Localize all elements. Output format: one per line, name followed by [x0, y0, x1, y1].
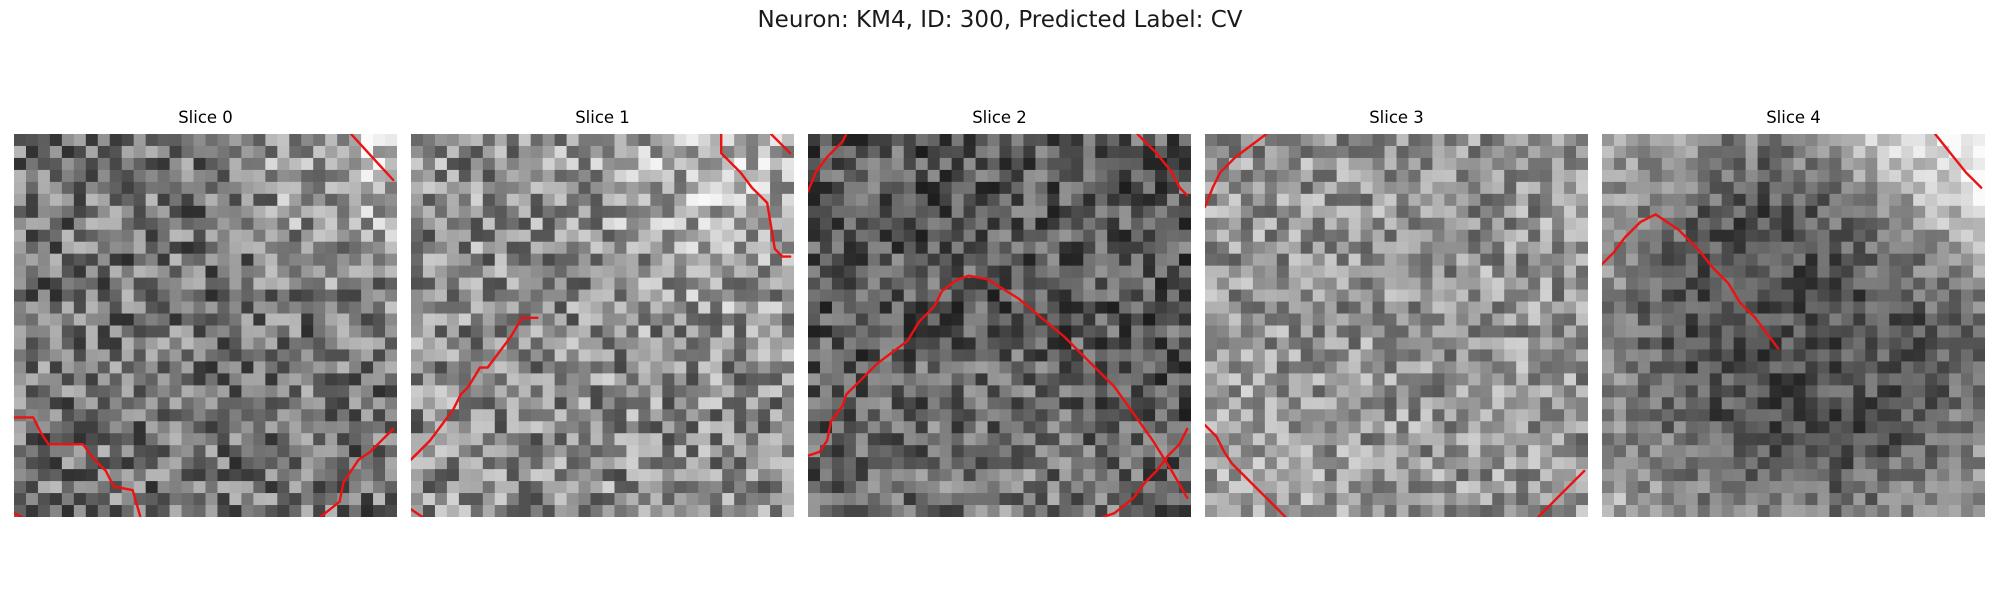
panel-title: Slice 0 — [178, 108, 233, 127]
contour-line — [14, 512, 23, 517]
contour-line — [720, 134, 792, 258]
panel-title: Slice 2 — [972, 108, 1027, 127]
panel-slice-4: Slice 4 — [1602, 108, 1985, 518]
contour-line — [1205, 134, 1268, 209]
panel-title: Slice 1 — [575, 108, 630, 127]
contour-line — [808, 134, 848, 193]
slice-2-image — [808, 134, 1191, 517]
contour-line — [1537, 469, 1586, 517]
contour-line — [808, 274, 1189, 499]
pixel-grid — [1205, 134, 1588, 517]
pixel-grid — [14, 134, 397, 517]
contour-line — [1101, 427, 1189, 517]
contour-line — [1136, 134, 1189, 197]
slice-0-image — [14, 134, 397, 517]
contour-line — [14, 416, 142, 517]
contour-line — [1602, 213, 1780, 350]
contour-line — [1205, 423, 1287, 517]
pixel-grid — [808, 134, 1191, 517]
contour-line — [411, 508, 424, 517]
panel-title: Slice 4 — [1766, 108, 1821, 127]
slice-3-image — [1205, 134, 1588, 517]
contour-line — [411, 316, 539, 461]
contour-line — [349, 134, 395, 182]
figure-title: Neuron: KM4, ID: 300, Predicted Label: C… — [757, 7, 1243, 33]
slice-1-image — [411, 134, 794, 517]
contour-line — [769, 134, 792, 155]
contour-line — [319, 427, 395, 517]
panel-title: Slice 3 — [1369, 108, 1424, 127]
panel-slice-0: Slice 0 — [14, 108, 397, 518]
panel-slice-3: Slice 3 — [1205, 108, 1588, 518]
panel-slice-1: Slice 1 — [411, 108, 794, 518]
pixel-grid — [411, 134, 794, 517]
pixel-grid — [1602, 134, 1985, 517]
slice-4-image — [1602, 134, 1985, 517]
contour-line — [1934, 134, 1983, 189]
panel-slice-2: Slice 2 — [808, 108, 1191, 518]
